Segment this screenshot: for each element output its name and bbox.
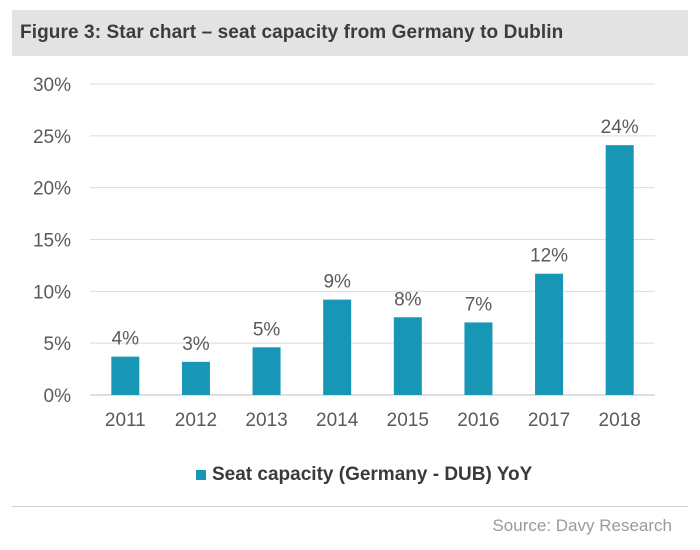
y-tick-label: 0%: [44, 386, 72, 407]
bar: [605, 145, 634, 395]
chart-title: Figure 3: Star chart – seat capacity fro…: [20, 22, 564, 43]
y-tick-label: 25%: [33, 127, 71, 148]
bar: [252, 347, 281, 395]
y-tick-label: 30%: [33, 75, 71, 96]
x-tick-label: 2016: [457, 410, 499, 431]
data-label: 9%: [323, 272, 351, 293]
data-label: 3%: [182, 334, 210, 355]
footer-divider: [12, 506, 688, 507]
x-tick-label: 2011: [105, 410, 146, 431]
legend: Seat capacity (Germany - DUB) YoY: [196, 464, 532, 486]
x-tick-label: 2012: [175, 410, 217, 431]
bar: [393, 317, 422, 395]
y-tick-label: 15%: [33, 231, 71, 252]
x-tick-label: 2018: [599, 410, 641, 431]
x-tick-label: 2013: [245, 410, 287, 431]
data-label: 5%: [253, 319, 281, 340]
data-label: 24%: [601, 117, 639, 138]
data-label: 4%: [112, 329, 140, 350]
bar: [111, 356, 140, 395]
y-tick-label: 5%: [44, 334, 72, 355]
x-tick-label: 2014: [316, 410, 359, 431]
data-label: 12%: [530, 246, 568, 267]
y-tick-label: 10%: [33, 282, 71, 303]
bar: [323, 299, 352, 395]
x-tick-label: 2017: [528, 410, 570, 431]
bar: [535, 273, 564, 395]
data-label: 7%: [465, 294, 493, 315]
legend-swatch: [196, 470, 206, 480]
bar: [181, 361, 210, 395]
y-tick-label: 20%: [33, 179, 71, 200]
bar: [464, 322, 493, 395]
data-label: 8%: [394, 289, 422, 310]
bar-chart: 0% 5% 10% 15% 20% 25% 30% 4% 2011 3% 2012 5% 2013 9% 2…: [33, 75, 655, 431]
source-note: Source: Davy Research: [492, 516, 672, 535]
x-tick-label: 2015: [387, 410, 429, 431]
legend-label: Seat capacity (Germany - DUB) YoY: [212, 464, 533, 485]
chart-title-bar: Figure 3: Star chart – seat capacity fro…: [12, 10, 688, 56]
